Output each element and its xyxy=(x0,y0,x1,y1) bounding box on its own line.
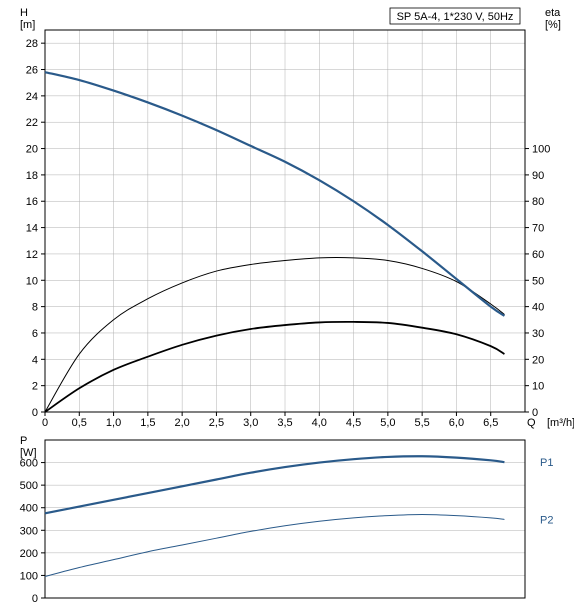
ytick-left: 10 xyxy=(26,275,38,287)
xtick-label: 5,5 xyxy=(414,417,429,429)
xtick-label: 3,0 xyxy=(243,417,258,429)
xtick-label: 5,0 xyxy=(380,417,395,429)
xtick-label: 4,0 xyxy=(312,417,327,429)
xtick-zero: 0 xyxy=(42,417,48,429)
ytick-bottom: 500 xyxy=(20,480,38,492)
ytick-bottom: 100 xyxy=(20,570,38,582)
x-label: Q xyxy=(527,417,536,429)
xtick-label: 0,5 xyxy=(72,417,87,429)
xtick-label: 4,5 xyxy=(346,417,361,429)
ytick-right: 30 xyxy=(532,328,544,340)
ytick-left: 28 xyxy=(26,38,38,50)
ytick-right: 50 xyxy=(532,275,544,287)
xtick-label: 2,5 xyxy=(209,417,224,429)
ytick-left: 16 xyxy=(26,196,38,208)
ytick-right: 20 xyxy=(532,354,544,366)
bottom-plot-bg xyxy=(45,440,525,598)
ytick-right: 10 xyxy=(532,381,544,393)
pump-curve-chart: SP 5A-4, 1*230 V, 50Hz024681012141618202… xyxy=(0,0,574,611)
ytick-right: 70 xyxy=(532,223,544,235)
ytick-left: 8 xyxy=(32,302,38,314)
ytick-bottom: 600 xyxy=(20,458,38,470)
ytick-bottom: 200 xyxy=(20,548,38,560)
chart-svg: SP 5A-4, 1*230 V, 50Hz024681012141618202… xyxy=(0,0,574,611)
ytick-left: 24 xyxy=(26,91,38,103)
ytick-left: 12 xyxy=(26,249,38,261)
ytick-bottom: 300 xyxy=(20,525,38,537)
ytick-right: 40 xyxy=(532,302,544,314)
ytick-bottom: 0 xyxy=(32,593,38,605)
y-left-unit: [m] xyxy=(20,19,35,31)
ytick-left: 26 xyxy=(26,65,38,77)
ytick-right: 90 xyxy=(532,170,544,182)
y-right-label: eta xyxy=(545,7,561,19)
xtick-label: 1,5 xyxy=(140,417,155,429)
ytick-left: 0 xyxy=(32,407,38,419)
p-unit: [W] xyxy=(20,447,37,459)
ytick-left: 4 xyxy=(32,354,38,366)
ytick-left: 22 xyxy=(26,117,38,129)
p-label: P xyxy=(20,435,27,447)
ytick-left: 14 xyxy=(26,223,38,235)
p1-curve-label: P1 xyxy=(540,457,553,469)
x-unit: [m³/h] xyxy=(547,417,574,429)
xtick-label: 6,0 xyxy=(449,417,464,429)
ytick-right: 80 xyxy=(532,196,544,208)
ytick-right: 60 xyxy=(532,249,544,261)
xtick-label: 3,5 xyxy=(277,417,292,429)
y-left-label: H xyxy=(20,7,28,19)
ytick-left: 18 xyxy=(26,170,38,182)
ytick-left: 2 xyxy=(32,381,38,393)
ytick-bottom: 400 xyxy=(20,503,38,515)
chart-title: SP 5A-4, 1*230 V, 50Hz xyxy=(397,11,514,23)
xtick-label: 6,5 xyxy=(483,417,498,429)
ytick-left: 6 xyxy=(32,328,38,340)
xtick-label: 1,0 xyxy=(106,417,121,429)
xtick-label: 2,0 xyxy=(174,417,189,429)
p2-curve-label: P2 xyxy=(540,514,553,526)
ytick-right: 100 xyxy=(532,144,550,156)
ytick-left: 20 xyxy=(26,144,38,156)
y-right-unit: [%] xyxy=(545,19,561,31)
